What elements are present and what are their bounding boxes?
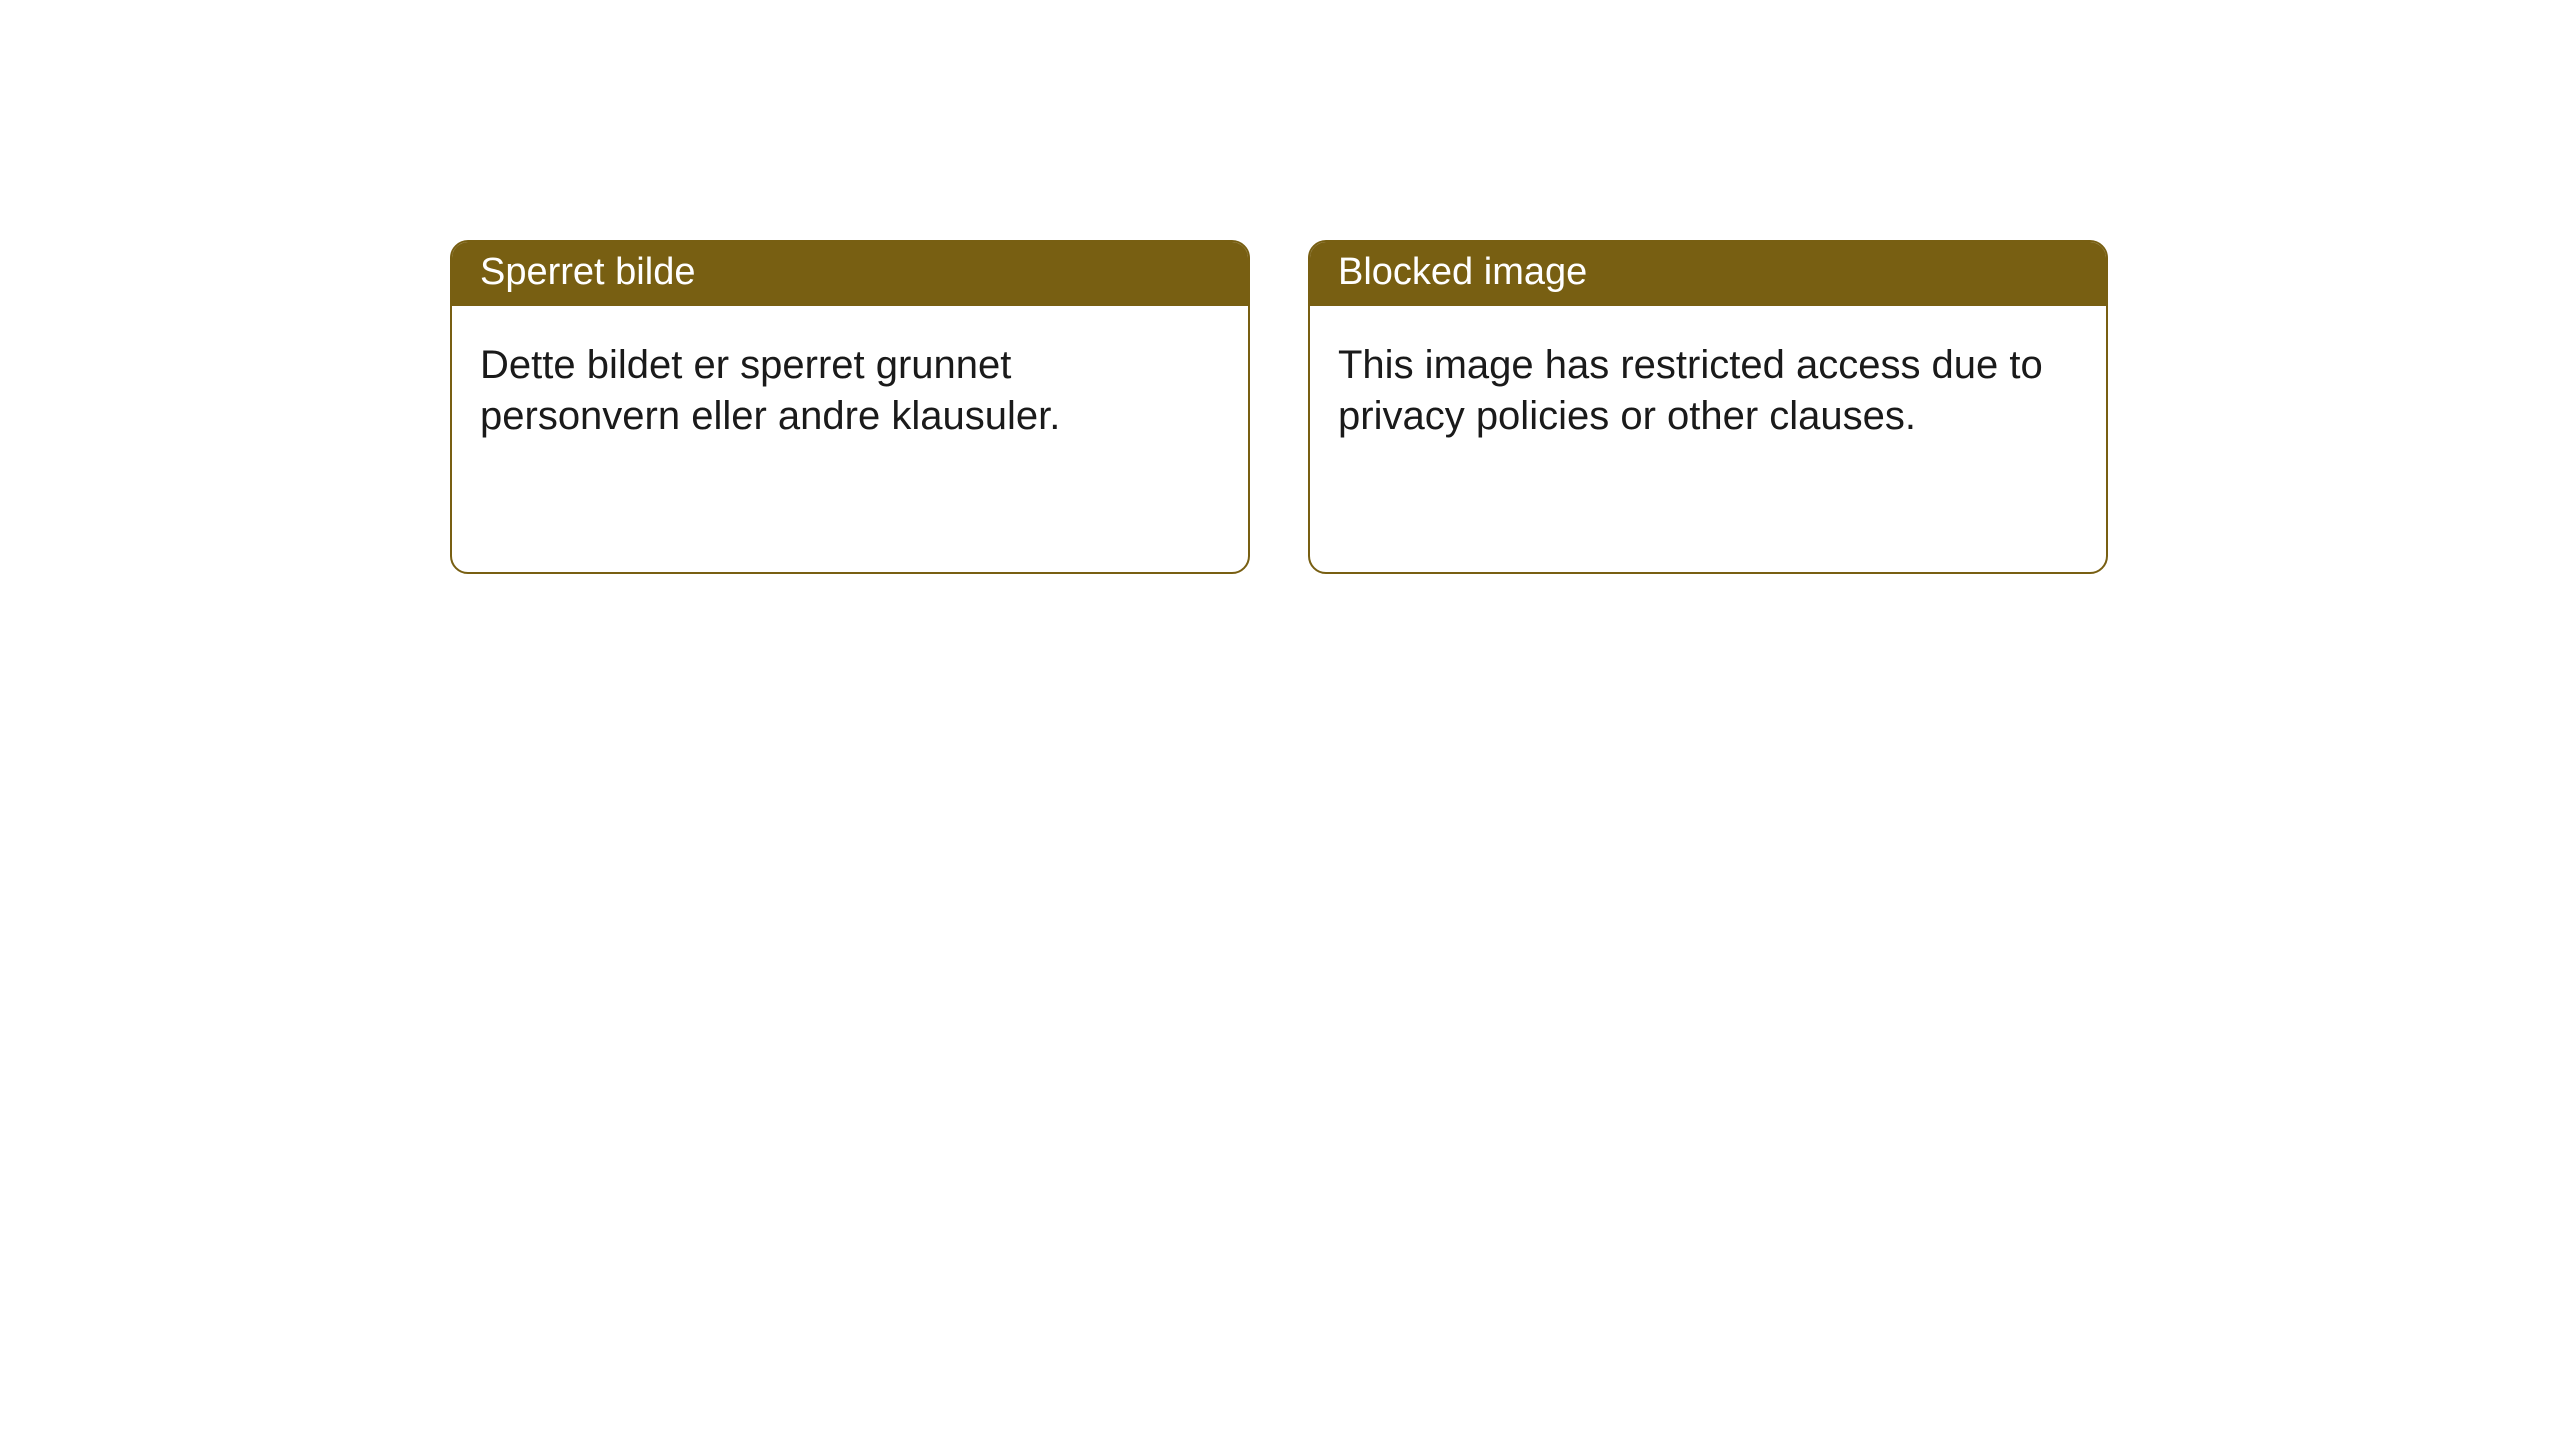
notice-card-en: Blocked image This image has restricted …: [1308, 240, 2108, 574]
notice-body-en: This image has restricted access due to …: [1310, 306, 2106, 476]
notice-title-en: Blocked image: [1310, 242, 2106, 306]
notice-container: Sperret bilde Dette bildet er sperret gr…: [0, 0, 2560, 574]
notice-body-no: Dette bildet er sperret grunnet personve…: [452, 306, 1248, 476]
notice-card-no: Sperret bilde Dette bildet er sperret gr…: [450, 240, 1250, 574]
notice-title-no: Sperret bilde: [452, 242, 1248, 306]
